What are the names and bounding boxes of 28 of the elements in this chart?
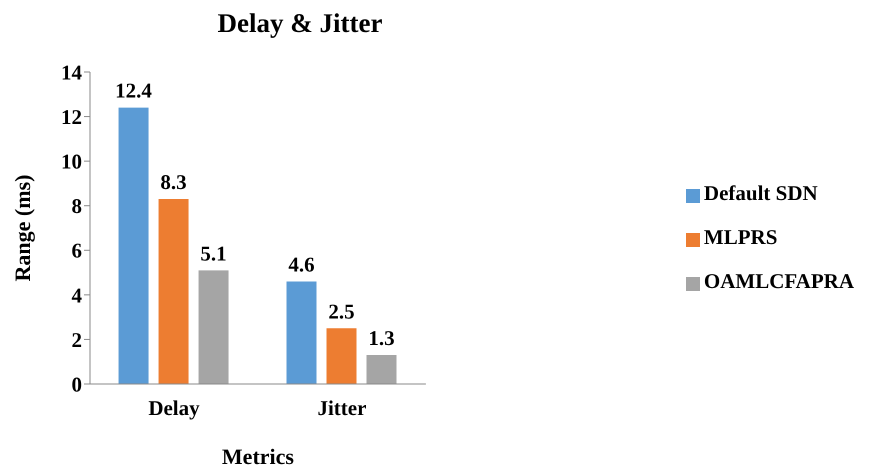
bar [286, 281, 317, 384]
chart-title: Delay & Jitter [216, 8, 384, 39]
y-tick-label: 8 [72, 194, 82, 218]
data-label: 8.3 [160, 170, 187, 194]
legend-label: OAMLCFAPRA [704, 269, 854, 293]
legend-label: MLPRS [704, 225, 778, 249]
y-tick-label: 2 [72, 328, 82, 352]
y-tick-label: 4 [72, 283, 82, 308]
x-tick-label: Delay [148, 396, 200, 420]
bar [198, 270, 229, 384]
x-axis-title: Metrics [222, 444, 294, 469]
bar [158, 199, 189, 384]
data-label: 1.3 [368, 326, 395, 350]
bar [118, 108, 149, 384]
y-tick-label: 14 [61, 60, 82, 84]
data-label: 5.1 [200, 241, 227, 266]
bar [326, 328, 357, 384]
legend-label: Default SDN [704, 181, 818, 205]
y-tick-label: 6 [72, 238, 82, 263]
data-label: 4.6 [288, 252, 315, 276]
y-tick-label: 10 [61, 150, 82, 174]
bar [366, 355, 397, 384]
data-label: 2.5 [328, 299, 355, 324]
y-tick-label: 0 [72, 372, 82, 396]
y-axis-title: Range (ms) [10, 174, 35, 282]
y-tick-label: 12 [61, 105, 82, 130]
data-label: 12.4 [115, 78, 152, 103]
x-tick-label: Jitter [317, 396, 366, 420]
